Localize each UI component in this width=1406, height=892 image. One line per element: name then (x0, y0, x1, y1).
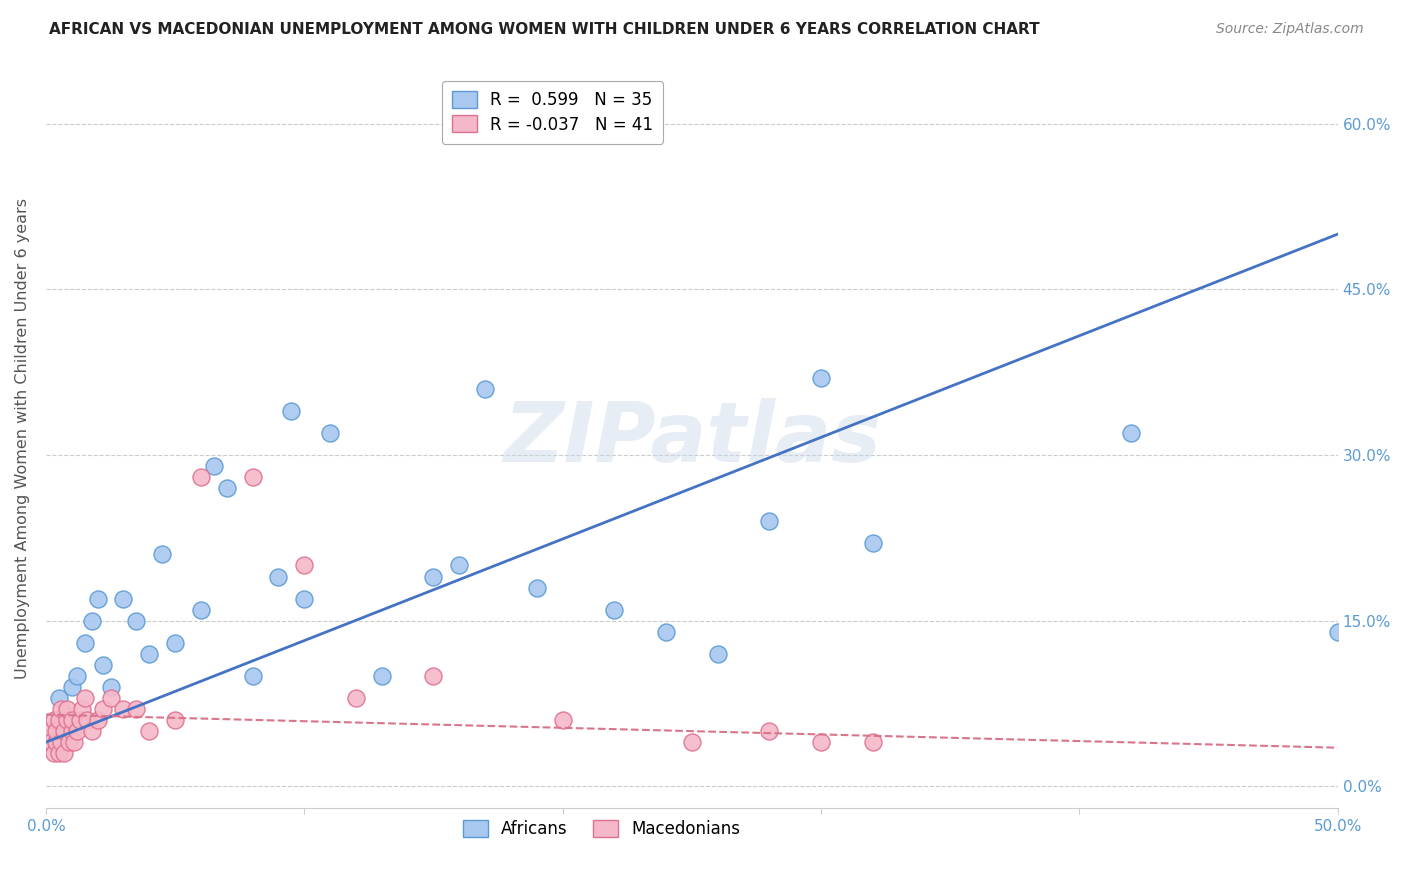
Point (91, 702, 114, 716)
Point (138, 724, 160, 739)
Point (86, 591, 108, 606)
Point (165, 636, 187, 650)
Point (706, 647, 728, 661)
Point (73, 691, 96, 706)
Point (51, 702, 73, 716)
Point (292, 591, 315, 606)
Point (42, 746, 65, 760)
Point (344, 691, 367, 706)
Point (69, 713, 91, 727)
Point (758, 514, 780, 528)
Point (526, 581, 548, 595)
Point (215, 481, 238, 495)
Text: Source: ZipAtlas.com: Source: ZipAtlas.com (1216, 22, 1364, 37)
Point (810, 370, 832, 384)
Point (165, 713, 187, 727)
Point (82, 724, 104, 739)
Point (242, 669, 264, 683)
Point (603, 602, 626, 616)
Point (45, 735, 67, 749)
Point (55, 713, 77, 727)
Point (48, 691, 70, 706)
Point (319, 425, 342, 440)
Point (267, 569, 290, 583)
Point (422, 569, 444, 583)
Point (150, 548, 173, 562)
Point (51, 735, 73, 749)
Point (66, 724, 89, 739)
Point (112, 702, 135, 716)
Point (42, 713, 65, 727)
Point (39, 735, 62, 749)
Point (55, 702, 77, 716)
Point (48, 713, 70, 727)
Point (449, 558, 471, 573)
Point (138, 647, 160, 661)
Point (242, 470, 264, 484)
Point (76, 713, 98, 727)
Point (73, 636, 96, 650)
Point (862, 536, 884, 550)
Point (60, 680, 83, 694)
Point (474, 382, 496, 396)
Point (1326, 624, 1348, 639)
Point (55, 724, 77, 739)
Point (125, 614, 148, 628)
Text: ZIPatlas: ZIPatlas (503, 398, 880, 479)
Point (48, 746, 70, 760)
Point (292, 558, 315, 573)
Point (60, 713, 83, 727)
Point (280, 404, 302, 418)
Point (810, 735, 832, 749)
Point (100, 691, 122, 706)
Point (758, 724, 780, 739)
Point (91, 657, 114, 672)
Y-axis label: Unemployment Among Women with Children Under 6 years: Unemployment Among Women with Children U… (15, 198, 30, 679)
Point (53, 746, 76, 760)
Point (100, 680, 122, 694)
Point (86, 713, 108, 727)
Point (70, 702, 93, 716)
Point (655, 624, 678, 639)
Point (63, 735, 86, 749)
Point (45, 724, 67, 739)
Point (125, 702, 148, 716)
Point (681, 735, 703, 749)
Point (190, 470, 212, 484)
Point (422, 669, 444, 683)
Point (66, 669, 89, 683)
Point (371, 669, 394, 683)
Point (58, 735, 80, 749)
Point (112, 591, 135, 606)
Point (53, 724, 76, 739)
Point (60, 724, 83, 739)
Point (862, 735, 884, 749)
Point (202, 459, 225, 474)
Point (1119, 425, 1142, 440)
Point (38, 724, 60, 739)
Text: AFRICAN VS MACEDONIAN UNEMPLOYMENT AMONG WOMEN WITH CHILDREN UNDER 6 YEARS CORRE: AFRICAN VS MACEDONIAN UNEMPLOYMENT AMONG… (49, 22, 1040, 37)
Legend: Africans, Macedonians: Africans, Macedonians (456, 813, 747, 845)
Point (82, 614, 104, 628)
Point (190, 602, 212, 616)
Point (551, 713, 574, 727)
